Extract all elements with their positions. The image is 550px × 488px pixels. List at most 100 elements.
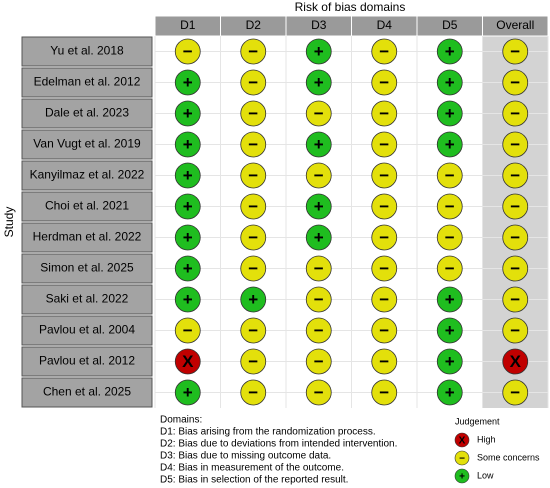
study-box <box>21 36 153 67</box>
judgement-symbol: − <box>510 259 520 278</box>
judgement-dot <box>371 38 398 65</box>
judgement-dot <box>371 224 398 251</box>
judgement-symbol: − <box>379 321 389 340</box>
judgement-symbol: − <box>379 383 389 402</box>
judgement-dot <box>436 69 463 96</box>
y-axis-label: Study <box>2 207 16 238</box>
judgement-symbol: − <box>445 228 455 247</box>
judgement-symbol: − <box>510 197 520 216</box>
judgement-dot <box>305 193 332 220</box>
judgement-dot <box>502 255 529 282</box>
judgement-dot <box>240 131 267 158</box>
judgement-symbol: + <box>314 42 324 61</box>
judgement-dot <box>174 193 201 220</box>
judgement-dot <box>240 69 267 96</box>
judgement-symbol: − <box>314 290 324 309</box>
judgement-symbol: − <box>510 73 520 92</box>
judgement-dot <box>502 131 529 158</box>
judgement-symbol: − <box>314 383 324 402</box>
judgement-dot <box>371 255 398 282</box>
judgement-symbol: − <box>445 197 455 216</box>
legend-dot <box>454 468 470 484</box>
judgement-symbol: + <box>183 290 193 309</box>
judgement-dot <box>502 100 529 127</box>
judgement-dot <box>240 379 267 406</box>
judgement-dot <box>240 255 267 282</box>
judgement-symbol: − <box>510 104 520 123</box>
judgement-symbol: + <box>445 383 455 402</box>
judgement-dot <box>502 286 529 313</box>
study-box <box>21 377 153 408</box>
judgement-dot <box>174 224 201 251</box>
domain-desc: D2: Bias due to deviations from intended… <box>160 439 397 450</box>
judgement-dot <box>436 348 463 375</box>
judgement-symbol: + <box>183 259 193 278</box>
domain-desc: D4: Bias in measurement of the outcome. <box>160 463 344 474</box>
judgement-dot <box>436 38 463 65</box>
judgement-dot <box>436 317 463 344</box>
judgement-symbol: − <box>248 383 258 402</box>
judgement-dot <box>240 162 267 189</box>
judgement-symbol: − <box>248 135 258 154</box>
judgement-symbol: − <box>510 166 520 185</box>
judgement-dot <box>174 379 201 406</box>
study-box <box>21 284 153 315</box>
judgement-symbol: − <box>510 228 520 247</box>
judgement-symbol: − <box>379 42 389 61</box>
study-box <box>21 129 153 160</box>
judgement-symbol: + <box>445 42 455 61</box>
legend-label: Some concerns <box>477 452 540 462</box>
judgement-symbol: − <box>183 321 193 340</box>
judgement-dot <box>174 348 201 375</box>
column-header-bg <box>482 15 549 37</box>
study-label: Pavlou et al. 2012 <box>39 354 135 368</box>
study-label: Edelman et al. 2012 <box>34 75 141 89</box>
judgement-symbol: − <box>379 228 389 247</box>
judgement-dot <box>436 100 463 127</box>
judgement-dot <box>174 317 201 344</box>
judgement-dot <box>371 193 398 220</box>
judgement-symbol: + <box>445 135 455 154</box>
judgement-symbol: − <box>379 166 389 185</box>
judgement-dot <box>305 100 332 127</box>
column-header: D3 <box>311 18 327 32</box>
study-label: Dale et al. 2023 <box>45 106 129 120</box>
judgement-dot <box>502 348 529 375</box>
judgement-dot <box>436 224 463 251</box>
judgement-dot <box>240 286 267 313</box>
judgement-dot <box>240 348 267 375</box>
judgement-symbol: − <box>248 42 258 61</box>
judgement-symbol: − <box>510 135 520 154</box>
study-label: Van Vugt et al. 2019 <box>33 137 141 151</box>
legend-label: Low <box>477 470 494 480</box>
judgement-symbol: − <box>314 104 324 123</box>
judgement-dot <box>305 38 332 65</box>
study-label: Choi et al. 2021 <box>45 199 129 213</box>
judgement-symbol: + <box>183 197 193 216</box>
study-label: Yu et al. 2018 <box>50 44 124 58</box>
judgement-dot <box>305 224 332 251</box>
judgement-symbol: + <box>314 197 324 216</box>
legend-title: Judgement <box>455 416 500 426</box>
judgement-dot <box>305 162 332 189</box>
judgement-symbol: + <box>445 104 455 123</box>
study-label: Simon et al. 2025 <box>40 261 134 275</box>
study-label: Pavlou et al. 2004 <box>39 323 135 337</box>
judgement-dot <box>174 162 201 189</box>
domain-desc: D5: Bias in selection of the reported re… <box>160 475 348 486</box>
judgement-symbol: − <box>183 42 193 61</box>
legend-dot <box>454 450 470 466</box>
judgement-dot <box>240 100 267 127</box>
domain-desc: D3: Bias due to missing outcome data. <box>160 451 331 462</box>
judgement-symbol: X <box>182 352 194 371</box>
judgement-symbol: − <box>248 73 258 92</box>
judgement-symbol: + <box>183 383 193 402</box>
study-box <box>21 98 153 129</box>
legend-symbol: X <box>459 436 466 447</box>
study-box <box>21 346 153 377</box>
judgement-symbol: − <box>314 259 324 278</box>
judgement-dot <box>502 38 529 65</box>
judgement-dot <box>502 69 529 96</box>
judgement-symbol: − <box>248 352 258 371</box>
judgement-symbol: − <box>314 166 324 185</box>
